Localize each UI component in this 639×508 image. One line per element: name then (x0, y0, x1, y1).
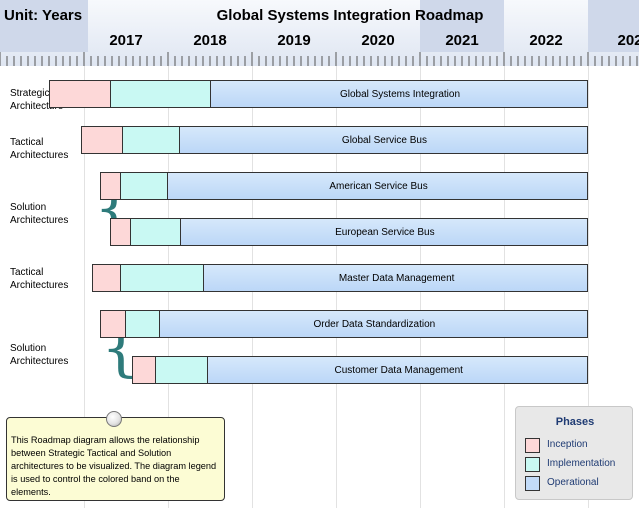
inception-band (82, 127, 123, 153)
group-label-line: Architectures (10, 280, 69, 291)
group-label-line: Strategic (10, 88, 50, 99)
group-label-line: Architectures (10, 356, 69, 367)
element-name: Order Data Standardization (313, 319, 436, 330)
year-gridline (588, 66, 589, 508)
year-label: 2020 (361, 32, 395, 49)
legend-label: Implementation (547, 458, 616, 469)
year-label: 202 (617, 32, 639, 49)
element-name: Customer Data Management (334, 365, 463, 376)
group-label-line: Tactical (10, 137, 44, 148)
header-year-shade (420, 0, 504, 52)
legend-title: Phases (555, 416, 595, 428)
roadmap-element-bar[interactable]: European Service Bus (110, 218, 588, 246)
operational-band (210, 81, 587, 107)
operational-band (204, 265, 587, 291)
group-label-line: Tactical (10, 267, 44, 278)
legend-swatch (525, 438, 540, 453)
element-name: European Service Bus (335, 227, 435, 238)
element-name: American Service Bus (329, 181, 428, 192)
group-label-line: Solution (10, 343, 47, 354)
diagram-title: Global Systems Integration Roadmap (216, 7, 484, 24)
inception-band (100, 173, 122, 199)
roadmap-element-bar[interactable]: American Service Bus (99, 172, 588, 200)
inception-band (111, 219, 132, 245)
group-label-solution: Solution Architectures (10, 342, 68, 368)
roadmap-element-bar[interactable]: Master Data Management (92, 264, 588, 292)
group-label-tactical: Tactical Architectures (10, 266, 68, 292)
pin-icon (106, 411, 122, 427)
group-label-line: Architectures (10, 150, 69, 161)
header-year-shade (588, 0, 639, 52)
timeline-header: Unit: Years Global Systems Integration R… (0, 0, 639, 66)
group-label-tactical: Tactical Architectures (10, 136, 68, 162)
element-name: Global Service Bus (341, 135, 427, 146)
implementation-band (111, 81, 211, 107)
group-label-line: Architecture (10, 101, 64, 112)
legend-swatch (525, 476, 540, 491)
phases-legend: Phases Inception Implementation Operatio… (515, 406, 633, 500)
implementation-band (121, 173, 169, 199)
implementation-band (121, 265, 205, 291)
operational-band (179, 127, 587, 153)
operational-band (180, 219, 587, 245)
year-gridline (84, 66, 85, 508)
roadmap-element-bar[interactable]: Global Service Bus (81, 126, 588, 154)
header-unit-cell (0, 0, 88, 52)
legend-swatch (525, 457, 540, 472)
legend-label: Inception (547, 439, 588, 450)
unit-label: Unit: Years (4, 7, 83, 24)
timeline-ticks (0, 52, 638, 66)
note-box: This Roadmap diagram allows the relation… (6, 417, 225, 501)
year-label: 2022 (529, 32, 563, 49)
inception-band (93, 265, 122, 291)
operational-band (168, 173, 587, 199)
roadmap-element-bar[interactable]: Order Data Standardization (99, 310, 588, 338)
inception-band (132, 357, 156, 383)
legend-label: Operational (547, 477, 599, 488)
year-label: 2019 (277, 32, 311, 49)
implementation-band (126, 311, 160, 337)
group-label-strategic: Strategic Architecture (10, 87, 63, 113)
implementation-band (122, 127, 180, 153)
inception-band (49, 81, 112, 107)
element-name: Master Data Management (338, 273, 455, 284)
implementation-band (155, 357, 209, 383)
group-label-line: Solution (10, 202, 47, 213)
roadmap-element-bar[interactable]: Global Systems Integration (48, 80, 588, 108)
implementation-band (131, 219, 181, 245)
operational-band (208, 357, 587, 383)
element-name: Global Systems Integration (339, 89, 461, 100)
inception-band (100, 311, 127, 337)
year-label: 2017 (109, 32, 143, 49)
group-label-line: Architectures (10, 215, 69, 226)
roadmap-element-bar[interactable]: Customer Data Management (131, 356, 588, 384)
year-label: 2018 (193, 32, 227, 49)
group-label-solution: Solution Architectures (10, 201, 68, 227)
year-label: 2021 (445, 32, 479, 49)
operational-band (159, 311, 587, 337)
